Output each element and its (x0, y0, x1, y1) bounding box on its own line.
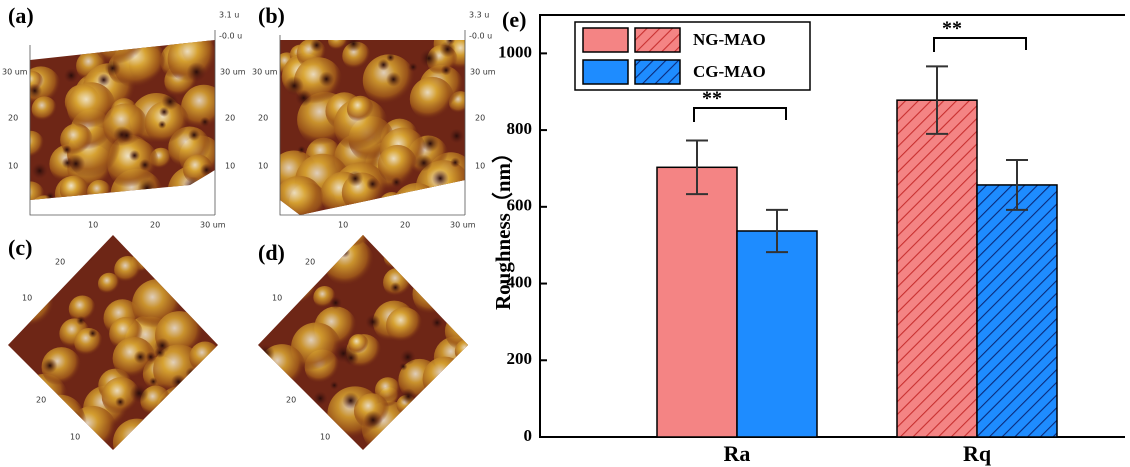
x-tick-label: 30 um (200, 221, 226, 230)
panel-label: (c) (8, 235, 32, 260)
bar (737, 231, 817, 437)
y-tick-label: 20 (225, 114, 235, 123)
y-tick-label: 400 (507, 272, 533, 291)
tick-label: 10 (272, 294, 282, 303)
x-tick-label: 30 um (450, 221, 476, 230)
y-tick-label: 20 (258, 114, 268, 123)
y-tick-label: 20 (8, 114, 18, 123)
legend-swatch (583, 28, 628, 52)
x-tick-label: 10 (88, 221, 98, 230)
x-tick-label: Rq (963, 441, 992, 466)
afm-images: (a) (b) (c) (d) 3.1 u -0.0 u 3.3 u -0.0 … (0, 3, 496, 466)
tick-label: 10 (70, 433, 80, 442)
z-label: -0.0 u (469, 32, 492, 41)
tick-label: 20 (286, 396, 296, 405)
afm-texture (0, 14, 485, 466)
legend-swatch (635, 60, 680, 84)
tick-label: 10 (320, 433, 330, 442)
legend-swatch (583, 60, 628, 84)
tick-label: 20 (305, 258, 315, 267)
y-tick-label: 10 (258, 162, 268, 171)
legend-label: CG-MAO (693, 62, 766, 81)
y-tick-label: 600 (507, 196, 533, 215)
figure: (a) (b) (c) (d) 3.1 u -0.0 u 3.3 u -0.0 … (0, 0, 1130, 467)
significance-bracket (934, 38, 1026, 52)
y-tick-label: 0 (524, 426, 533, 445)
y-tick-label: 30 um (470, 68, 496, 77)
bar (657, 167, 737, 437)
bar (897, 100, 977, 437)
bar (977, 185, 1057, 437)
y-tick-label: 200 (507, 349, 533, 368)
x-tick-label: Ra (724, 441, 751, 466)
y-tick-label: 10 (8, 162, 18, 171)
y-tick-label: 30 um (252, 68, 278, 77)
bar-chart: (e) Roughness（nm） 02004006008001000Ra**R… (491, 7, 1125, 466)
legend-swatch (635, 28, 680, 52)
annotation: ** (942, 18, 962, 40)
z-label: 3.3 u (469, 11, 489, 20)
y-tick-label: 10 (225, 162, 235, 171)
y-tick-label: 1000 (498, 42, 532, 61)
tick-label: 20 (36, 396, 46, 405)
tick-label: 20 (55, 258, 65, 267)
x-tick-label: 20 (150, 221, 160, 230)
x-tick-label: 10 (338, 221, 348, 230)
y-tick-label: 30 um (2, 68, 28, 77)
panel-label: (e) (502, 7, 526, 32)
y-tick-label: 30 um (220, 68, 246, 77)
legend-label: NG-MAO (693, 30, 766, 49)
z-label: -0.0 u (219, 32, 242, 41)
y-tick-label: 800 (507, 119, 533, 138)
tick-label: 10 (22, 294, 32, 303)
panel-label: (b) (258, 3, 285, 28)
y-tick-label: 20 (475, 114, 485, 123)
annotation: ** (702, 88, 722, 110)
y-tick-label: 10 (475, 162, 485, 171)
significance-bracket (694, 108, 786, 122)
x-tick-label: 20 (400, 221, 410, 230)
panel-label: (a) (8, 3, 34, 28)
z-label: 3.1 u (219, 11, 239, 20)
panel-label: (d) (258, 240, 285, 265)
